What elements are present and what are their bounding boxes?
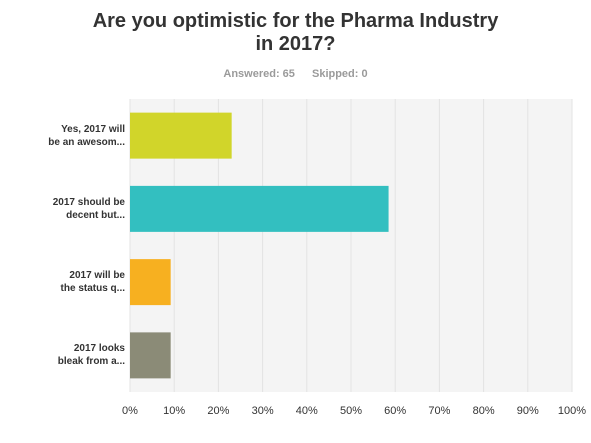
x-tick-label: 30% bbox=[252, 405, 274, 417]
x-tick-label: 100% bbox=[558, 405, 586, 417]
category-label: 2017 will be the status q... bbox=[5, 269, 125, 295]
category-label-line: the status q... bbox=[60, 283, 125, 295]
category-label-line: be an awesom... bbox=[48, 136, 125, 148]
bar bbox=[130, 185, 389, 232]
category-label: 2017 looks bleak from a... bbox=[5, 342, 125, 368]
x-tick-label: 0% bbox=[122, 405, 138, 417]
category-label: Yes, 2017 will be an awesom... bbox=[5, 123, 125, 149]
chart-title-line-1: Are you optimistic for the Pharma Indust… bbox=[92, 10, 499, 32]
chart-title-line-2: in 2017? bbox=[255, 33, 336, 55]
x-tick-label: 50% bbox=[340, 405, 362, 417]
bar bbox=[130, 112, 232, 159]
x-tick-label: 80% bbox=[473, 405, 495, 417]
skipped-count: Skipped: 0 bbox=[311, 68, 368, 80]
response-stats: Answered: 65 Skipped: 0 bbox=[0, 68, 591, 80]
x-tick-label: 70% bbox=[428, 405, 450, 417]
chart-title: Are you optimistic for the Pharma Indust… bbox=[0, 10, 591, 56]
category-label: 2017 should be decent but... bbox=[5, 196, 125, 222]
x-tick-label: 40% bbox=[296, 405, 318, 417]
category-label-line: 2017 looks bbox=[73, 343, 125, 355]
x-tick-label: 90% bbox=[517, 405, 539, 417]
category-label-line: 2017 will be bbox=[69, 270, 125, 282]
x-tick-label: 60% bbox=[384, 405, 406, 417]
x-tick-label: 10% bbox=[163, 405, 185, 417]
category-label-line: Yes, 2017 will bbox=[61, 123, 125, 135]
bar bbox=[130, 259, 171, 306]
answered-count: Answered: 65 bbox=[223, 68, 295, 80]
category-label-line: decent but... bbox=[66, 209, 125, 221]
category-label-line: 2017 should be bbox=[52, 196, 125, 208]
bar bbox=[130, 332, 171, 379]
x-tick-label: 20% bbox=[207, 405, 229, 417]
category-label-line: bleak from a... bbox=[57, 356, 125, 368]
